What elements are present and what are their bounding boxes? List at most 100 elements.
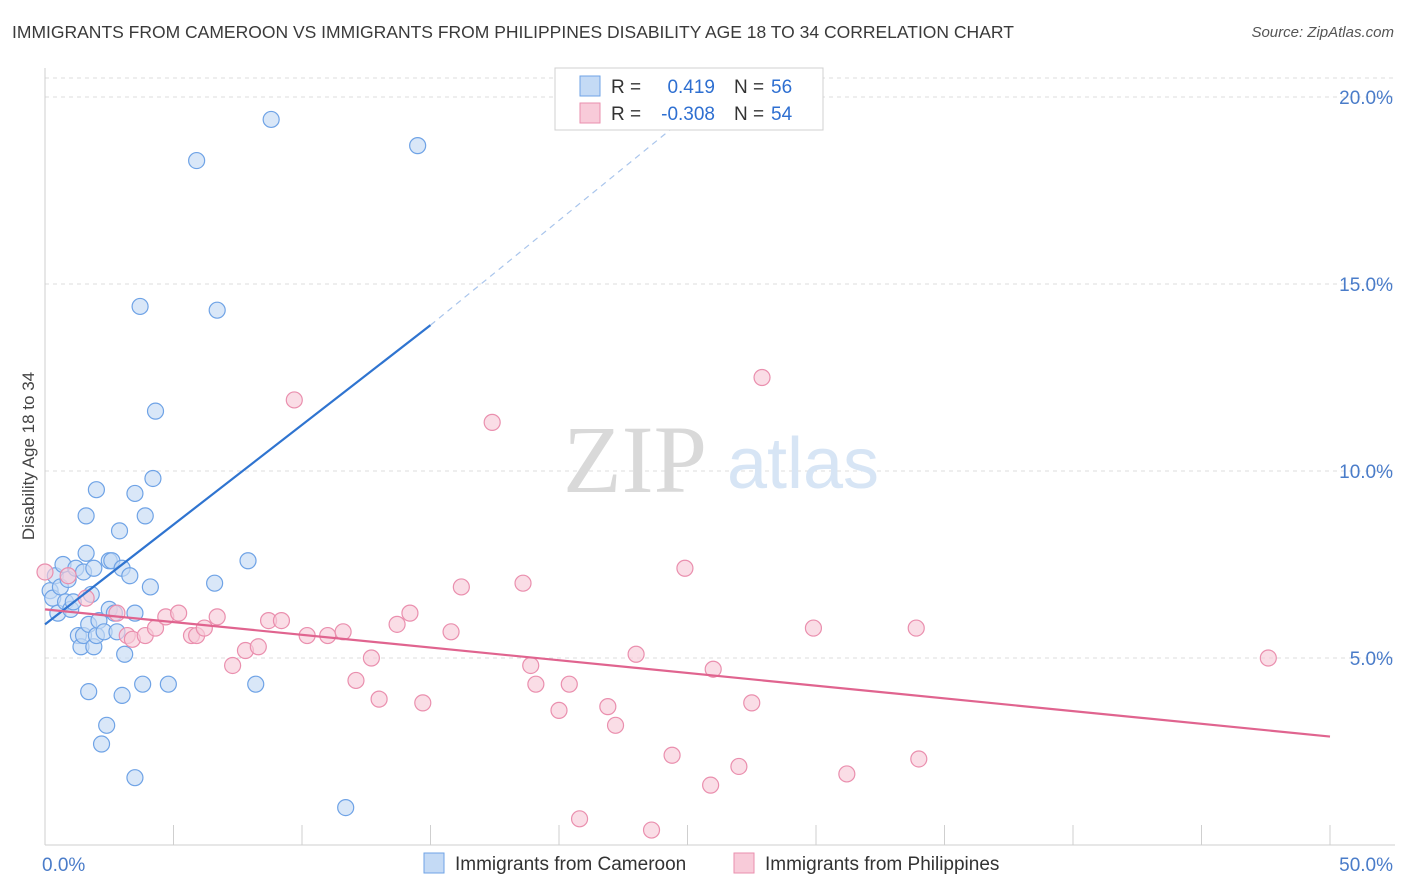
legend-r-value-philippines: -0.308 [661,104,715,125]
cameroon-point [126,769,144,787]
philippines-point [208,608,226,626]
philippines-point [442,623,460,641]
philippines-point [452,578,470,596]
legend-r-label-philippines: R = [611,104,641,125]
philippines-point [599,698,617,716]
philippines-point [170,604,188,622]
philippines-point [642,821,661,839]
cameroon-point [77,507,95,525]
watermark: ZIP atlas [563,406,879,513]
cameroon-point [77,544,95,562]
philippines-point [401,604,419,622]
bottom-legend-swatch-philippines [733,852,755,874]
correlation-legend: R = 0.419 N = 56 R = -0.308 N = 54 [554,67,824,131]
x-tick-label: 50.0% [1339,855,1393,876]
philippines-point [285,391,303,409]
philippines-point [702,776,720,794]
philippines-point [388,615,406,633]
philippines-point [527,675,545,693]
cameroon-point [136,507,154,525]
chart-source: Source: ZipAtlas.com [1251,24,1394,41]
philippines-point [414,694,432,712]
series-legend: Immigrants from Cameroon Immigrants from… [423,852,999,875]
trend-lines [44,115,1331,738]
legend-r-value-cameroon: 0.419 [667,77,715,98]
philippines-point [838,765,856,783]
philippines-point [347,671,365,690]
gridlines [45,77,1395,659]
philippines-point [570,810,589,828]
cameroon-point [262,110,280,129]
cameroon-point [144,469,162,488]
cameroon-point [337,798,355,817]
philippines-point [108,604,126,622]
philippines-point [522,656,540,675]
cameroon-point [206,574,224,592]
philippines-point [704,660,722,678]
philippines-point [514,574,532,592]
cameroon-point [98,716,116,734]
cameroon-point [239,552,257,570]
philippines-trend-line [44,608,1331,738]
cameroon-point [121,567,139,585]
watermark-atlas: atlas [727,424,879,504]
legend-n-value-philippines: 54 [771,104,793,125]
cameroon-point [208,301,226,319]
bottom-legend-label-philippines: Immigrants from Philippines [765,854,999,875]
philippines-point [319,626,337,645]
philippines-point [676,559,694,577]
legend-n-value-cameroon: 56 [771,77,792,98]
philippines-point [606,716,625,734]
cameroon-point [113,686,131,705]
cameroon-point [247,675,265,693]
cameroon-point [92,735,111,753]
y-tick-label: 5.0% [1350,649,1393,670]
cameroon-point [146,402,165,420]
bottom-legend-label-cameroon: Immigrants from Cameroon [455,854,686,875]
cameroon-point [87,481,106,499]
philippines-point [362,649,380,667]
y-tick-label: 10.0% [1339,462,1393,483]
cameroon-point [116,645,134,663]
bottom-legend-swatch-cameroon [423,852,445,874]
watermark-zip: ZIP [563,406,707,513]
legend-r-label-cameroon: R = [611,77,641,98]
cameroon-trend-line [44,324,432,626]
philippines-point [627,645,645,663]
cameroon-point [134,675,152,693]
philippines-point [910,750,928,768]
philippines-point [249,638,267,656]
philippines-point [1259,649,1277,667]
y-tick-label: 20.0% [1339,88,1393,109]
philippines-point [550,701,568,719]
legend-swatch-cameroon [579,75,601,97]
cameroon-point [126,484,144,503]
data-points [36,110,1277,839]
philippines-point [483,413,501,431]
legend-n-label-cameroon: N = [734,77,764,98]
cameroon-trend-extension [430,115,688,326]
y-tick-label: 15.0% [1339,275,1393,296]
chart-title: IMMIGRANTS FROM CAMEROON VS IMMIGRANTS F… [12,22,1014,42]
axes: 5.0% 10.0% 15.0% 20.0% 0.0% 50.0% [42,68,1395,876]
philippines-point [560,675,578,693]
y-axis-label: Disability Age 18 to 34 [19,372,38,540]
philippines-point [663,746,681,764]
cameroon-point [409,137,427,155]
cameroon-point [188,151,206,170]
cameroon-point [80,683,98,701]
philippines-point [370,690,388,708]
cameroon-point [110,522,129,540]
x-tick-label: 0.0% [42,855,85,876]
philippines-point [804,619,823,637]
philippines-point [743,694,761,712]
philippines-point [59,567,77,585]
cameroon-point [141,578,159,596]
philippines-point [753,368,771,387]
legend-swatch-philippines [579,102,601,124]
legend-n-label-philippines: N = [734,104,764,125]
philippines-point [224,656,242,675]
philippines-point [195,619,213,637]
philippines-point [730,757,748,776]
